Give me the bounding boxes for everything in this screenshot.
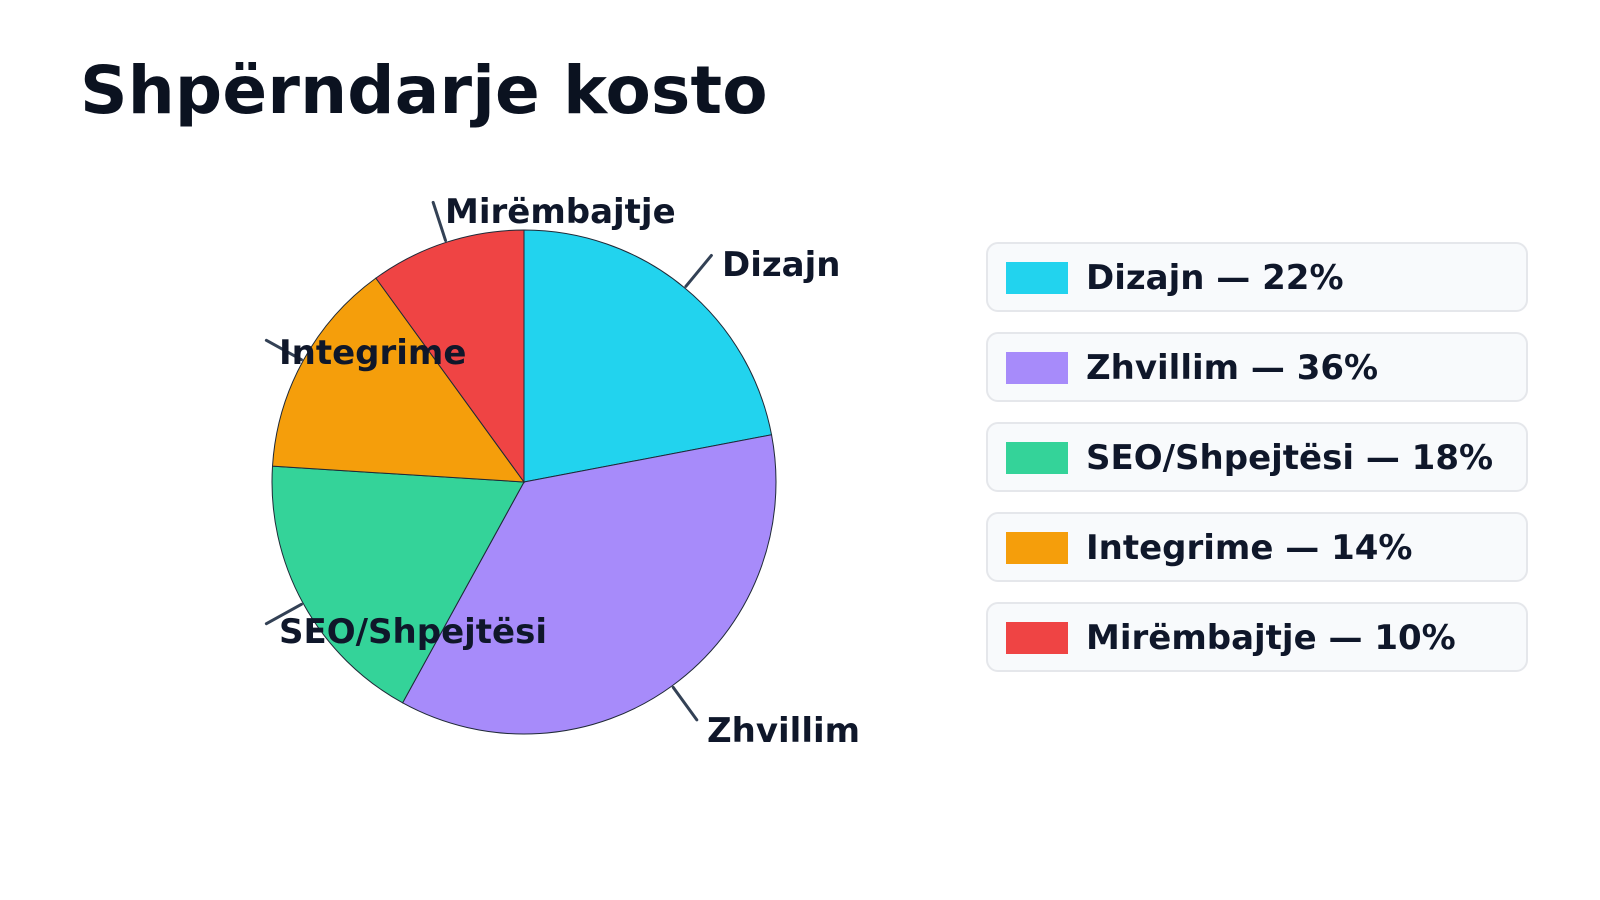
pie-leader-line-seo-shpejt-si bbox=[264, 602, 303, 626]
legend-item-dizajn: Dizajn — 22% bbox=[986, 242, 1528, 312]
legend-swatch-seo-shpejtesi bbox=[1006, 442, 1068, 474]
pie-slice-mir-mbajtje bbox=[375, 229, 525, 484]
legend-label-seo-shpejtesi: SEO/Shpejtësi — 18% bbox=[1086, 438, 1494, 478]
pie-label-dizajn: Dizajn bbox=[722, 245, 840, 285]
pie-label-zhvillim: Zhvillim bbox=[707, 711, 860, 751]
pie-leader-line-zhvillim bbox=[671, 685, 699, 722]
pie-slices-group bbox=[271, 229, 777, 735]
legend-item-seo-shpejtesi: SEO/Shpejtësi — 18% bbox=[986, 422, 1528, 492]
pie-label-integrime: Integrime bbox=[279, 333, 466, 373]
pie-label-mir-mbajtje: Mirëmbajtje bbox=[445, 192, 676, 232]
pie-leader-line-mir-mbajtje bbox=[431, 200, 448, 242]
legend-swatch-mirembajtje bbox=[1006, 622, 1068, 654]
legend-label-integrime: Integrime — 14% bbox=[1086, 528, 1413, 568]
chart-title: Shpërndarje kosto bbox=[80, 52, 768, 129]
legend-label-zhvillim: Zhvillim — 36% bbox=[1086, 348, 1379, 388]
legend-item-zhvillim: Zhvillim — 36% bbox=[986, 332, 1528, 402]
legend-label-mirembajtje: Mirëmbajtje — 10% bbox=[1086, 618, 1456, 658]
pie-slice-zhvillim bbox=[401, 434, 777, 735]
legend-label-dizajn: Dizajn — 22% bbox=[1086, 258, 1344, 298]
pie-slice-seo-shpejt-si bbox=[271, 465, 525, 704]
legend-swatch-dizajn bbox=[1006, 262, 1068, 294]
pie-labels-group: Dizajn Zhvillim SEO/Shpejtësi Integrime Mirë… bbox=[264, 192, 860, 751]
pie-label-seo-shpejt-si: SEO/Shpejtësi bbox=[279, 612, 547, 652]
pie-leader-line-dizajn bbox=[684, 253, 713, 288]
legend-item-integrime: Integrime — 14% bbox=[986, 512, 1528, 582]
pie-slice-integrime bbox=[271, 277, 526, 483]
legend: Dizajn — 22% Zhvillim — 36% SEO/Shpejtës… bbox=[986, 242, 1528, 692]
legend-item-mirembajtje: Mirëmbajtje — 10% bbox=[986, 602, 1528, 672]
pie-slice-dizajn bbox=[523, 229, 773, 483]
legend-swatch-integrime bbox=[1006, 532, 1068, 564]
pie-leader-line-integrime bbox=[264, 338, 303, 362]
legend-swatch-zhvillim bbox=[1006, 352, 1068, 384]
